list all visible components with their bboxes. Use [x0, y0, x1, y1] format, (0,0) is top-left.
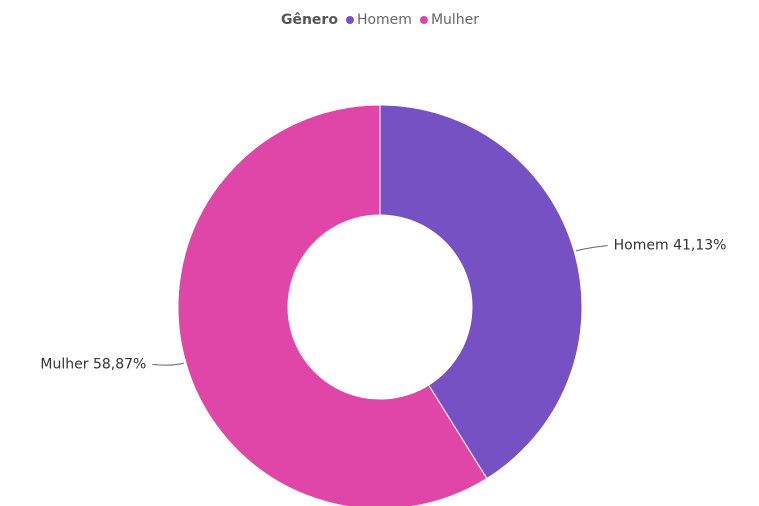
data-label-category: Homem — [614, 238, 669, 254]
donut-slice — [379, 104, 583, 480]
leader-line — [152, 362, 185, 366]
legend-label: Mulher — [431, 12, 479, 28]
data-label: Mulher 58,87% — [40, 356, 146, 372]
legend-marker — [419, 16, 428, 24]
legend: Gênero Homem Mulher — [281, 12, 479, 28]
donut-slice — [177, 104, 488, 506]
legend-title: Gênero — [281, 12, 338, 28]
data-label-category: Mulher — [40, 356, 88, 372]
data-label: Homem 41,13% — [614, 238, 727, 254]
data-label-value: 58,87% — [93, 356, 146, 372]
leader-line — [575, 245, 608, 252]
legend-label: Homem — [357, 12, 412, 28]
data-labels: Homem 41,13% Mulher 58,87% — [40, 238, 726, 373]
donut — [177, 104, 583, 506]
legend-marker — [345, 16, 354, 24]
data-label-value: 41,13% — [673, 238, 726, 254]
